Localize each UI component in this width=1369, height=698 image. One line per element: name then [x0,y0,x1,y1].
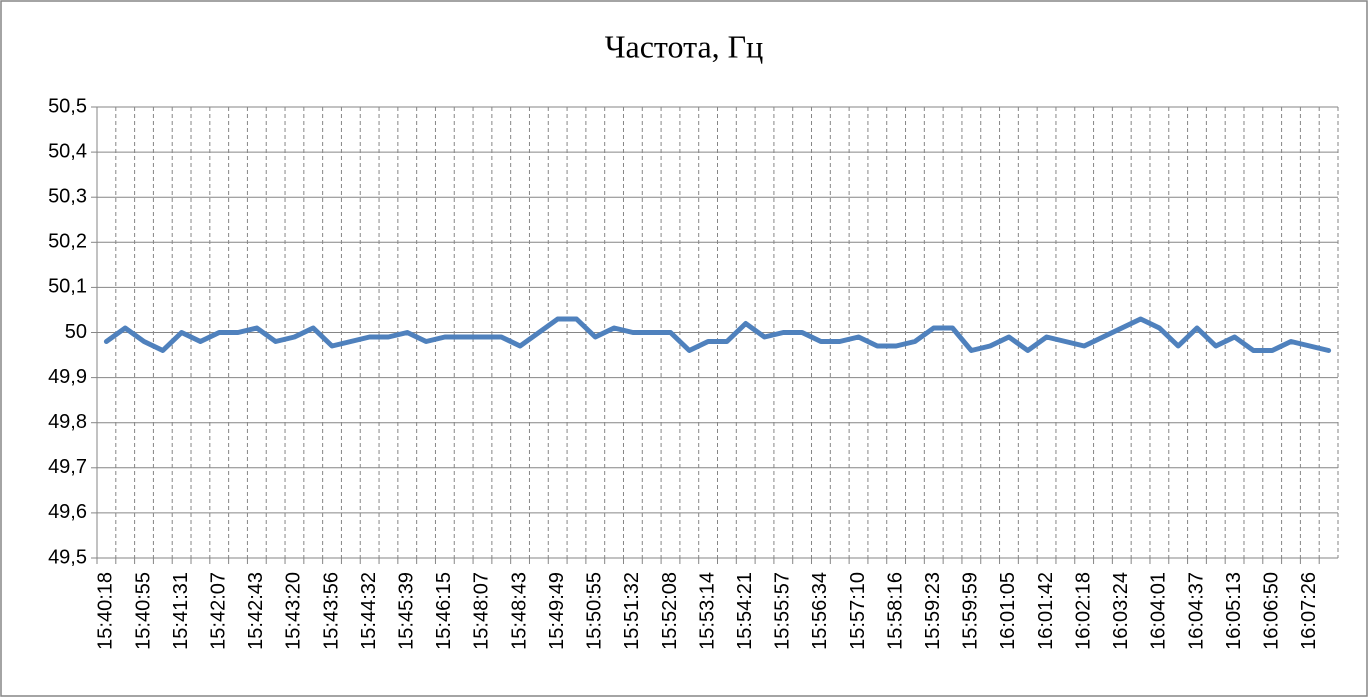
x-tick-label: 15:52:08 [659,572,681,650]
x-tick-label: 15:45:39 [396,572,418,650]
y-tick-label: 50 [65,321,87,343]
x-tick-label: 15:57:10 [847,572,869,650]
x-tick-label: 15:42:43 [245,572,267,650]
x-tick-label: 16:07:26 [1298,572,1320,650]
x-tick-label: 16:02:18 [1072,572,1094,650]
y-tick-label: 50,5 [48,95,87,117]
y-tick-label: 49,7 [48,456,87,478]
x-tick-label: 15:50:55 [584,572,606,650]
x-tick-label: 15:59:23 [922,572,944,650]
x-tick-label: 15:54:21 [734,572,756,650]
x-tick-label: 15:53:14 [696,572,718,650]
x-tick-label: 15:41:31 [170,572,192,650]
x-tick-label: 16:04:01 [1148,572,1170,650]
y-tick-label: 49,9 [48,366,87,388]
x-tick-label: 16:03:24 [1110,572,1132,650]
x-tick-label: 15:46:15 [433,572,455,650]
y-tick-label: 49,5 [48,546,87,568]
y-tick-label: 50,3 [48,185,87,207]
x-tick-label: 15:44:32 [358,572,380,650]
x-tick-label: 15:43:56 [320,572,342,650]
x-tick-label: 15:40:55 [132,572,154,650]
x-tick-label: 15:48:43 [508,572,530,650]
x-tick-label: 15:51:32 [621,572,643,650]
x-tick-label: 16:01:05 [997,572,1019,650]
x-tick-label: 15:43:20 [283,572,305,650]
data-line [103,316,1332,353]
x-tick-label: 16:06:50 [1260,572,1282,650]
chart-title: Частота, Гц [605,28,764,64]
x-tick-label: 15:40:18 [95,572,117,650]
x-tick-label: 16:01:42 [1035,572,1057,650]
y-tick-label: 50,2 [48,231,87,253]
x-tick-label: 15:58:16 [884,572,906,650]
x-tick-label: 15:42:07 [208,572,230,650]
x-tick-label: 15:56:34 [809,572,831,650]
y-tick-label: 50,1 [48,276,87,298]
y-tick-label: 50,4 [48,140,87,162]
x-tick-label: 16:05:13 [1223,572,1245,650]
y-tick-label: 49,8 [48,411,87,433]
x-tick-label: 15:49:49 [546,572,568,650]
y-tick-label: 49,6 [48,501,87,523]
x-tick-label: 15:55:57 [772,572,794,650]
x-tick-label: 16:04:37 [1185,572,1207,650]
x-tick-label: 15:59:59 [960,572,982,650]
x-tick-label: 15:48:07 [471,572,493,650]
